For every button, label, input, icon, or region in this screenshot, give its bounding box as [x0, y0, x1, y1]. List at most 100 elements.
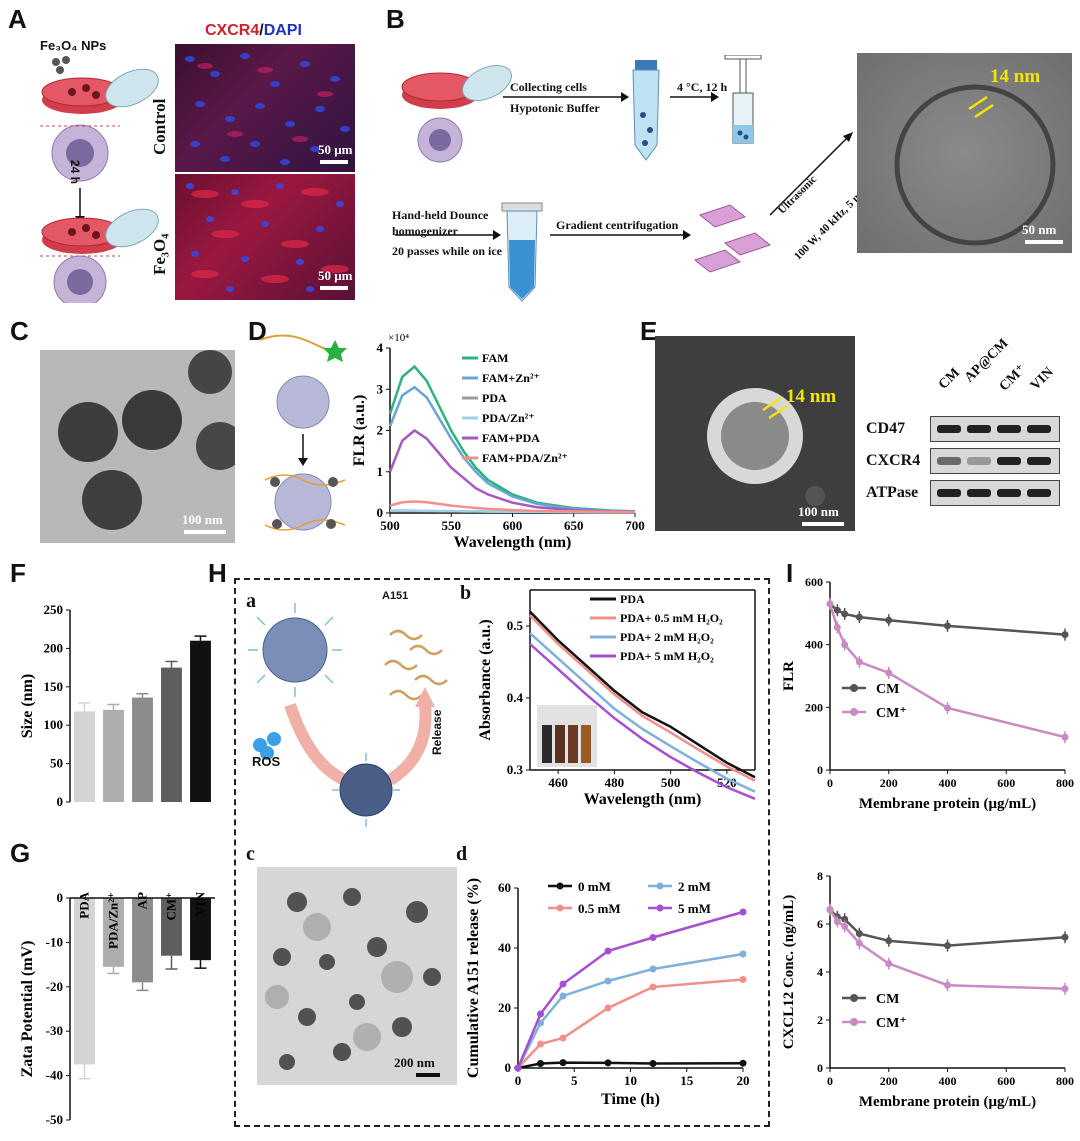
data-point	[739, 976, 747, 983]
y-axis-title: Size (nm)	[19, 674, 36, 738]
legend-marker	[850, 708, 858, 716]
pda-scale-bar	[184, 530, 226, 534]
membrane-extraction-workflow	[395, 55, 853, 302]
bar	[161, 898, 182, 956]
vesicle-tem-image	[857, 53, 1072, 253]
panel-letter-e: E	[640, 316, 658, 346]
category-label: CM⁺	[164, 892, 179, 921]
x-tick-label: 400	[939, 1074, 957, 1088]
legend-label: PDA+ 5 mM H₂O₂	[620, 649, 714, 663]
x-tick-label: 0	[827, 776, 833, 790]
protein-label-cxcr4: CXCR4	[866, 452, 921, 469]
y-tick-label: 250	[44, 602, 64, 617]
flr-vs-membrane-chart: 0 200 400 600 800 0 200 400 600 Membrane protein …	[781, 575, 1074, 812]
y-axis-title: CXCL12 Conc. (ng/mL)	[781, 895, 797, 1050]
blot-band	[1027, 489, 1051, 497]
data-point	[1061, 985, 1069, 993]
x-tick-label: 650	[564, 518, 584, 533]
y-axis-title: Cumulative A151 release (%)	[465, 878, 482, 1078]
panel-letter-b: B	[386, 4, 405, 34]
data-point	[604, 977, 612, 985]
x-axis-title: Wavelength (nm)	[454, 534, 572, 551]
series-line-PDA+ 2 mM H₂O₂	[529, 632, 756, 793]
legend-label: PDA	[482, 391, 507, 405]
bar	[190, 640, 211, 802]
category-label: VIN	[193, 891, 208, 915]
fam-quenching-illustration	[259, 334, 347, 531]
bar	[132, 697, 153, 802]
category-label: PDA/Zn²⁺	[106, 892, 121, 949]
panel-letter-f: F	[10, 558, 26, 588]
y-axis-title: FLR (a.u.)	[351, 395, 368, 467]
data-point	[841, 922, 849, 930]
data-point	[739, 950, 747, 958]
legend-label: CM	[876, 682, 899, 697]
legend-marker	[656, 882, 664, 890]
legend-label: CM	[876, 992, 899, 1007]
legend-label: PDA	[620, 592, 645, 606]
y-tick-label: 100	[44, 717, 64, 732]
data-point	[537, 1010, 544, 1018]
data-point	[604, 947, 612, 955]
x-tick-label: 600	[997, 776, 1015, 790]
step-dounce-3: 20 passes while on ice	[392, 244, 503, 258]
category-label: AP	[135, 892, 150, 909]
bar	[190, 898, 211, 961]
legend-label: FAM+PDA	[482, 431, 540, 445]
y-tick-label: -50	[46, 1112, 63, 1127]
y-tick-label: 0	[817, 763, 823, 777]
panel-letter-g: G	[10, 838, 31, 868]
panel-h-frame	[234, 578, 770, 1127]
y-tick-label: 200	[44, 640, 64, 655]
degradation-scale-bar	[416, 1073, 440, 1077]
x-tick-label: 800	[1056, 1074, 1074, 1088]
blot-band	[1027, 457, 1051, 465]
step-dounce-1: Hand-held Dounce	[392, 208, 489, 222]
blot-band	[997, 457, 1021, 465]
legend-label: 0.5 mM	[578, 901, 621, 916]
x-axis-title: Wavelength (nm)	[584, 791, 702, 808]
y-tick-label: 0.3	[507, 762, 524, 777]
bar	[74, 711, 95, 802]
absorbance-chart: 460 480 500 520 0.3 0.4 0.5 Wavelength (nm) Abso…	[477, 589, 756, 808]
y-tick-label: 0	[57, 890, 64, 905]
data-point	[944, 704, 951, 712]
y-tick-label: 1	[377, 464, 384, 479]
protein-label-atpase: ATPase	[866, 484, 919, 501]
x-tick-label: 480	[605, 775, 625, 790]
y-tick-label: 0	[377, 505, 384, 520]
data-point	[833, 623, 841, 631]
y-tick-label: -10	[46, 934, 63, 949]
fluorescence-spectra-chart: 500 550 600 650 700 0 1 2 3 4 Wavelength (nm) FLR (…	[351, 332, 645, 551]
series-line-FAM+PDA	[388, 428, 636, 514]
x-tick-label: 700	[625, 518, 645, 533]
y-axis-title: Absorbance (a.u.)	[477, 619, 494, 740]
ros-release-illustration	[248, 603, 448, 827]
data-point	[559, 1059, 567, 1067]
data-point	[1061, 631, 1069, 639]
x-tick-label: 460	[548, 775, 568, 790]
y-multiplier: ×10⁴	[388, 332, 409, 344]
x-tick-label: 500	[380, 518, 400, 533]
series-line-FAM+PDA/Zn²⁺	[389, 500, 636, 514]
legend-marker	[850, 994, 858, 1002]
y-tick-label: 3	[377, 381, 384, 396]
row-label-fe3o4: Fe₃O₄	[150, 233, 169, 275]
y-tick-label: 600	[805, 575, 823, 589]
stain-header: CXCR4/DAPI	[205, 22, 302, 40]
x-tick-label: 400	[939, 776, 957, 790]
x-tick-label: 500	[661, 775, 681, 790]
time-label: 24 h	[68, 160, 82, 185]
legend-marker	[850, 1018, 858, 1026]
step-dounce-2: homogenizer	[392, 224, 458, 238]
data-point	[537, 1040, 544, 1048]
panel-letter-i: I	[786, 558, 794, 588]
blot-band	[937, 425, 961, 433]
step-collecting-cells: Collecting cells	[510, 80, 587, 94]
x-axis-title: Membrane protein (μg/mL)	[859, 1094, 1036, 1110]
legend-label: PDA/Zn²⁺	[482, 411, 535, 425]
data-point	[885, 669, 893, 677]
y-tick-label: 60	[498, 880, 511, 895]
data-point	[855, 658, 863, 666]
data-point	[604, 1004, 612, 1012]
